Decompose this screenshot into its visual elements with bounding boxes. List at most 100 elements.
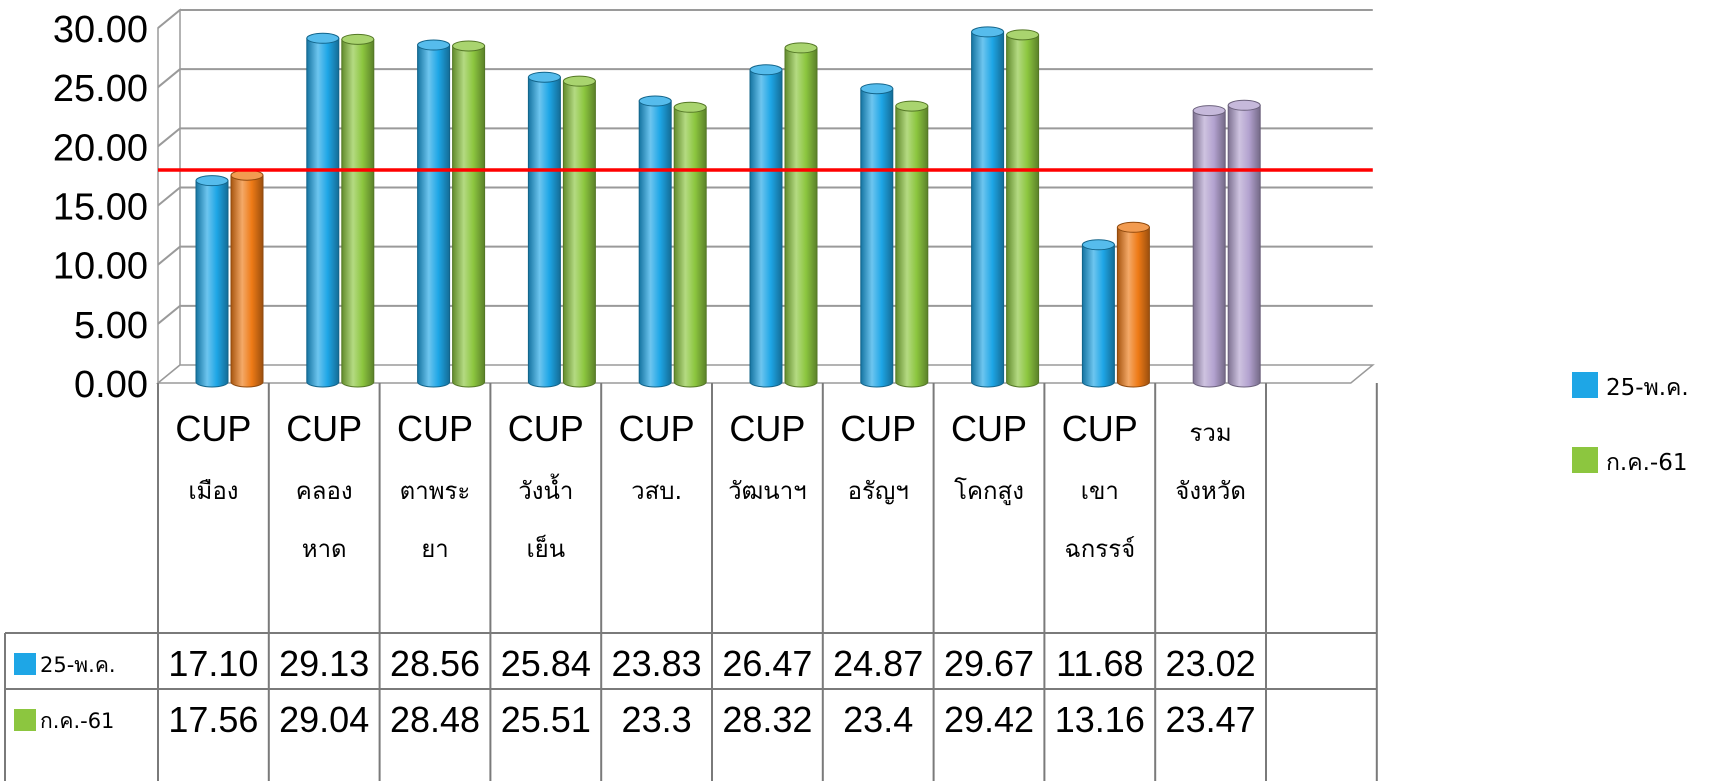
y-tick-label: 15.00 bbox=[53, 187, 148, 229]
bar-top bbox=[1081, 239, 1115, 251]
bar bbox=[895, 100, 929, 388]
y-tick-label: 20.00 bbox=[53, 127, 148, 169]
bar-top bbox=[673, 101, 707, 113]
data-label: 29.67 bbox=[944, 643, 1034, 684]
bar-body bbox=[341, 38, 375, 388]
bar-body bbox=[638, 100, 672, 388]
bar-body bbox=[860, 88, 894, 388]
bar-top bbox=[784, 42, 818, 54]
category-label: เมือง bbox=[188, 477, 238, 505]
bar bbox=[195, 175, 229, 388]
data-label: 26.47 bbox=[722, 643, 812, 684]
y-tick-label: 0.00 bbox=[74, 364, 148, 406]
y-tick-label: 10.00 bbox=[53, 246, 148, 288]
data-label: 25.84 bbox=[501, 643, 591, 684]
bar-top bbox=[1116, 221, 1150, 233]
bar-body bbox=[1192, 110, 1226, 388]
row-swatch bbox=[14, 709, 36, 731]
legend-label: ก.ค.-61 bbox=[1606, 450, 1688, 476]
bar bbox=[417, 39, 451, 388]
data-label: 29.04 bbox=[279, 699, 369, 740]
data-label: 17.10 bbox=[168, 643, 258, 684]
category-label: CUP bbox=[951, 408, 1027, 449]
row-swatch bbox=[14, 653, 36, 675]
bar-top bbox=[749, 64, 783, 76]
bar bbox=[1081, 239, 1115, 388]
bar-body bbox=[306, 37, 340, 388]
bar-body bbox=[1081, 244, 1115, 388]
category-label: วสบ. bbox=[631, 477, 682, 505]
data-label: 23.47 bbox=[1166, 699, 1256, 740]
category-label: ฉกรรจ์ bbox=[1064, 535, 1135, 563]
bar-body bbox=[895, 105, 929, 388]
category-label: หาด bbox=[302, 535, 347, 563]
category-label: CUP bbox=[619, 408, 695, 449]
category-label: CUP bbox=[397, 408, 473, 449]
category-label: อรัญฯ bbox=[848, 477, 909, 505]
bar-body bbox=[1116, 226, 1150, 388]
category-label: วัฒนาฯ bbox=[728, 477, 807, 505]
data-label: 23.83 bbox=[612, 643, 702, 684]
bar-body bbox=[452, 45, 486, 388]
bar bbox=[452, 40, 486, 388]
bar-body bbox=[971, 31, 1005, 388]
bar-top bbox=[860, 83, 894, 95]
bar bbox=[341, 33, 375, 388]
bar-body bbox=[1006, 34, 1040, 388]
bar bbox=[230, 169, 264, 388]
category-label: CUP bbox=[508, 408, 584, 449]
category-label: ยา bbox=[421, 535, 449, 563]
bar-top bbox=[562, 75, 596, 87]
data-label: 28.32 bbox=[722, 699, 812, 740]
bar-body bbox=[1227, 104, 1261, 388]
bar-body bbox=[195, 180, 229, 388]
bars bbox=[195, 26, 1261, 388]
legend-swatch bbox=[1572, 372, 1598, 398]
data-label: 23.4 bbox=[843, 699, 913, 740]
y-axis-ticks: 0.00 5.00 10.00 15.00 20.00 25.00 30.00 bbox=[53, 9, 148, 406]
bar bbox=[749, 64, 783, 388]
row-label: 25-พ.ค. bbox=[40, 653, 116, 677]
category-label: CUP bbox=[729, 408, 805, 449]
bar-body bbox=[230, 174, 264, 388]
category-label: CUP bbox=[1062, 408, 1138, 449]
bar-body bbox=[527, 76, 561, 388]
bar bbox=[784, 42, 818, 388]
bar-body bbox=[417, 44, 451, 388]
data-label: 24.87 bbox=[833, 643, 923, 684]
bar bbox=[306, 32, 340, 388]
bar bbox=[1116, 221, 1150, 388]
legend-swatch bbox=[1572, 447, 1598, 473]
bar-top bbox=[1006, 29, 1040, 41]
data-label: 23.3 bbox=[622, 699, 692, 740]
bar bbox=[527, 71, 561, 388]
y-tick-label: 30.00 bbox=[53, 9, 148, 51]
bar-top bbox=[527, 71, 561, 83]
gridline bbox=[157, 9, 1373, 29]
bar-body bbox=[784, 47, 818, 388]
bar-top bbox=[638, 95, 672, 107]
category-label: CUP bbox=[840, 408, 916, 449]
data-label: 28.48 bbox=[390, 699, 480, 740]
legend: 25-พ.ค. ก.ค.-61 bbox=[1572, 372, 1689, 476]
data-label: 13.16 bbox=[1055, 699, 1145, 740]
category-label: CUP bbox=[286, 408, 362, 449]
category-label: ตาพระ bbox=[400, 477, 471, 505]
category-label: รวม bbox=[1190, 419, 1232, 447]
bar-top bbox=[895, 100, 929, 112]
bar-body bbox=[562, 80, 596, 388]
bar bbox=[1006, 29, 1040, 388]
y-tick-label: 5.00 bbox=[74, 305, 148, 347]
bar-top bbox=[306, 32, 340, 44]
data-label: 29.13 bbox=[279, 643, 369, 684]
data-label: 23.02 bbox=[1166, 643, 1256, 684]
bar bbox=[562, 75, 596, 388]
legend-label: 25-พ.ค. bbox=[1606, 375, 1689, 401]
category-label: คลอง bbox=[296, 477, 353, 505]
category-label: เขา bbox=[1081, 477, 1119, 505]
bar-top bbox=[195, 175, 229, 187]
bar bbox=[971, 26, 1005, 388]
bar-top bbox=[1227, 99, 1261, 111]
